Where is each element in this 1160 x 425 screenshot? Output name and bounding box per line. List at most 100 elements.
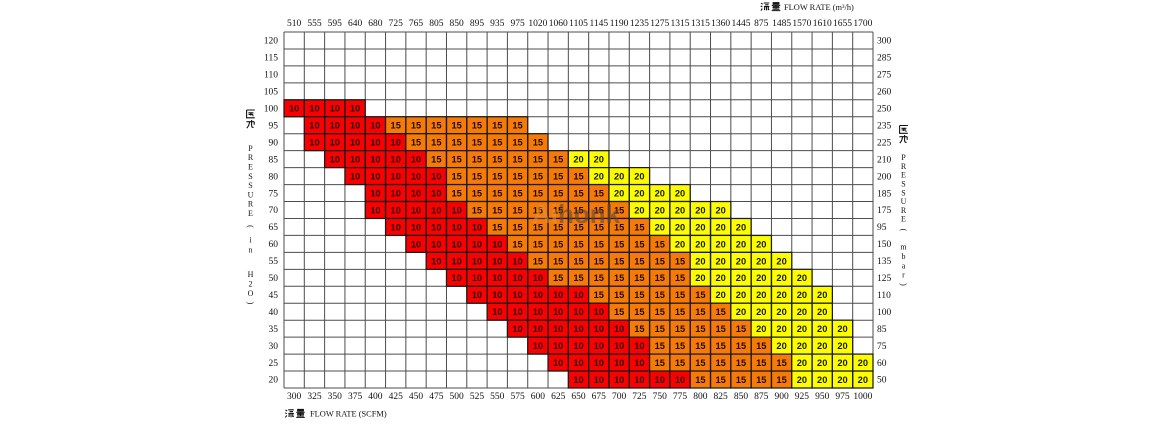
svg-text:20: 20 <box>776 341 786 351</box>
svg-text:20: 20 <box>797 290 807 300</box>
svg-text:375: 375 <box>348 392 363 402</box>
svg-text:20: 20 <box>776 273 786 283</box>
svg-text:975: 975 <box>835 392 850 402</box>
svg-text:15: 15 <box>634 307 644 317</box>
svg-text:1610: 1610 <box>813 19 832 29</box>
svg-text:750: 750 <box>653 392 668 402</box>
svg-text:10: 10 <box>472 273 482 283</box>
svg-text:725: 725 <box>632 392 647 402</box>
svg-text:15: 15 <box>573 188 583 198</box>
svg-text:400: 400 <box>368 392 383 402</box>
svg-text:35: 35 <box>269 325 279 335</box>
svg-text:20: 20 <box>837 375 847 385</box>
svg-text:75: 75 <box>269 189 279 199</box>
svg-text:15: 15 <box>655 290 665 300</box>
svg-text:1275: 1275 <box>650 19 669 29</box>
svg-text:15: 15 <box>512 239 522 249</box>
svg-text:15: 15 <box>594 239 604 249</box>
svg-text:500: 500 <box>450 392 465 402</box>
svg-text:15: 15 <box>553 205 563 215</box>
svg-text:10: 10 <box>614 358 624 368</box>
svg-text:E: E <box>248 163 253 172</box>
svg-text:15: 15 <box>492 172 502 182</box>
svg-text:20: 20 <box>594 172 604 182</box>
svg-text:15: 15 <box>411 138 421 148</box>
svg-text:10: 10 <box>370 172 380 182</box>
svg-text:honk: honk <box>558 199 621 229</box>
svg-text:10: 10 <box>573 307 583 317</box>
svg-text:125: 125 <box>877 274 892 284</box>
svg-text:15: 15 <box>675 307 685 317</box>
svg-text:10: 10 <box>309 121 319 131</box>
svg-text:10: 10 <box>350 121 360 131</box>
svg-text:1360: 1360 <box>711 19 730 29</box>
svg-text:15: 15 <box>655 239 665 249</box>
svg-text:120: 120 <box>264 37 279 47</box>
svg-text:15: 15 <box>512 188 522 198</box>
svg-text:650: 650 <box>571 392 586 402</box>
svg-text:10: 10 <box>391 138 401 148</box>
svg-text:105: 105 <box>264 88 279 98</box>
svg-text:a: a <box>902 261 906 270</box>
svg-text:80: 80 <box>269 172 279 182</box>
svg-text:20: 20 <box>715 205 725 215</box>
svg-text:20: 20 <box>634 172 644 182</box>
svg-text:20: 20 <box>736 256 746 266</box>
svg-text:15: 15 <box>492 138 502 148</box>
svg-text:P: P <box>248 144 253 153</box>
svg-text:20: 20 <box>634 205 644 215</box>
svg-text:525: 525 <box>470 392 485 402</box>
svg-text:E: E <box>901 171 906 180</box>
svg-text:20: 20 <box>756 256 766 266</box>
svg-text:E: E <box>901 215 906 224</box>
svg-text:600: 600 <box>531 392 546 402</box>
svg-text:10: 10 <box>411 222 421 232</box>
svg-text:300: 300 <box>287 392 302 402</box>
svg-text:20: 20 <box>837 341 847 351</box>
svg-text:15: 15 <box>492 205 502 215</box>
svg-text:45: 45 <box>269 291 279 301</box>
svg-text:10: 10 <box>391 155 401 165</box>
svg-text:10: 10 <box>451 205 461 215</box>
svg-text:20: 20 <box>776 307 786 317</box>
svg-text:10: 10 <box>573 290 583 300</box>
svg-text:15: 15 <box>736 358 746 368</box>
svg-text:975: 975 <box>510 19 525 29</box>
svg-text:S: S <box>901 188 905 197</box>
svg-text:10: 10 <box>594 358 604 368</box>
svg-text:10: 10 <box>350 138 360 148</box>
svg-text:775: 775 <box>673 392 688 402</box>
svg-text:10: 10 <box>431 222 441 232</box>
svg-text:1445: 1445 <box>731 19 750 29</box>
svg-text:10: 10 <box>370 188 380 198</box>
svg-text:15: 15 <box>533 172 543 182</box>
svg-text:100: 100 <box>264 104 279 114</box>
svg-text:30: 30 <box>269 342 279 352</box>
svg-text:15: 15 <box>492 222 502 232</box>
svg-text:15: 15 <box>553 273 563 283</box>
svg-text:15: 15 <box>634 324 644 334</box>
svg-text:15: 15 <box>756 375 766 385</box>
svg-text:10: 10 <box>391 205 401 215</box>
svg-text:20: 20 <box>695 205 705 215</box>
svg-text:90: 90 <box>269 138 279 148</box>
svg-text:680: 680 <box>368 19 383 29</box>
svg-text:675: 675 <box>592 392 607 402</box>
svg-text:20: 20 <box>695 222 705 232</box>
svg-text:10: 10 <box>492 256 502 266</box>
svg-text:20: 20 <box>675 188 685 198</box>
svg-text:175: 175 <box>877 206 892 216</box>
svg-text:10: 10 <box>391 222 401 232</box>
svg-text:20: 20 <box>837 358 847 368</box>
svg-text:15: 15 <box>512 138 522 148</box>
svg-text:50: 50 <box>877 376 887 386</box>
svg-text:15: 15 <box>492 188 502 198</box>
svg-text:15: 15 <box>573 273 583 283</box>
svg-text:20: 20 <box>614 172 624 182</box>
svg-text:15: 15 <box>614 290 624 300</box>
svg-text:20: 20 <box>776 290 786 300</box>
svg-text:(: ( <box>899 229 908 232</box>
svg-text:15: 15 <box>533 155 543 165</box>
svg-text:15: 15 <box>533 222 543 232</box>
svg-text:575: 575 <box>510 392 525 402</box>
